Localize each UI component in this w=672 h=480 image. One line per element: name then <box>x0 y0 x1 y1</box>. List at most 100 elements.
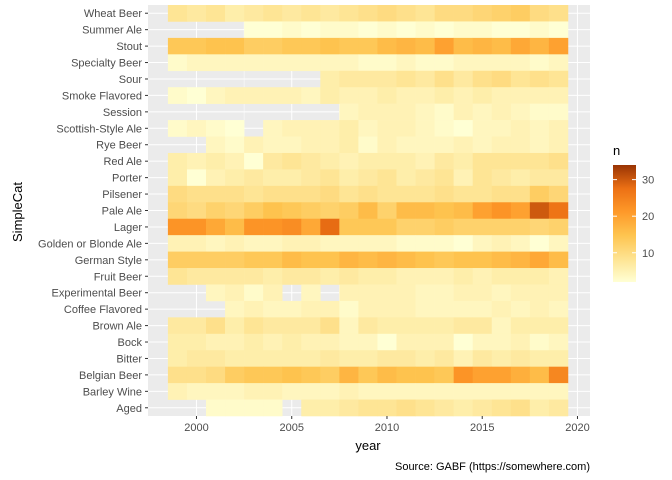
heatmap-cell: Summer Ale, 2007: 3 <box>320 21 340 39</box>
heatmap-cell: Sour, 2012: 7 <box>415 70 435 88</box>
heatmap-cell: Specialty Beer, 2002: 4 <box>225 54 245 72</box>
y-tick-label: Belgian Beer <box>79 370 142 382</box>
heatmap-cell: Pilsener, 2009: 9 <box>358 185 378 203</box>
heatmap-cell: Belgian Beer, 2001: 10 <box>206 366 226 384</box>
heatmap-cell: Brown Ale, 2018: 6 <box>529 317 550 335</box>
heatmap-cell: Belgian Beer, 2012: 15 <box>415 366 435 384</box>
heatmap-cell: German Style, 2004: 14 <box>263 251 283 269</box>
heatmap-cell: Wheat Beer, 2007: 7 <box>320 5 340 22</box>
heatmap-cell: Fruit Beer, 2011: 5 <box>396 268 416 285</box>
heatmap-cell: Red Ale, 2003: 2 <box>244 152 264 170</box>
heatmap-cell: Summer Ale, 2016: 2 <box>491 21 512 39</box>
heatmap-cell: Bock, 2000: 6 <box>186 333 207 351</box>
heatmap-cell: Sour, 2014: 7 <box>453 70 473 88</box>
heatmap-cell: Golden or Blonde Ale, 2012: 3 <box>415 235 435 252</box>
heatmap-cell: Brown Ale, 2016: 4 <box>491 317 512 335</box>
y-tick-label: Porter <box>112 173 142 185</box>
heatmap-cell: Session, 2019: 3 <box>548 103 569 121</box>
heatmap-cell: Lager, 2009: 14 <box>358 218 378 236</box>
heatmap-cell: Bitter, 2019: 6 <box>548 350 569 367</box>
heatmap-cell: Pale Ale, 2000: 10 <box>186 202 207 220</box>
heatmap-cell: Red Ale, 2013: 7 <box>434 152 454 170</box>
heatmap-cell: Barley Wine, 1999: 5 <box>167 383 188 400</box>
heatmap-cell: Red Ale, 2001: 6 <box>206 152 226 170</box>
heatmap-cell: Aged, 2002: 3 <box>225 399 245 417</box>
heatmap-cell: Coffee Flavored, 2013: 4 <box>434 300 454 318</box>
heatmap-cell: Pilsener, 2017: 9 <box>510 185 531 203</box>
heatmap-cell: Stout, 2013: 20 <box>434 37 454 55</box>
heatmap-cell: Specialty Beer, 2018: 3 <box>529 54 550 72</box>
heatmap-cell: Rye Beer, 2015: 4 <box>472 136 493 154</box>
heatmap-cell: Stout, 2005: 14 <box>282 37 302 55</box>
heatmap-cell: Bitter, 2001: 7 <box>206 350 226 367</box>
heatmap-cell: Lager, 2007: 28 <box>320 218 340 236</box>
heatmap-cell: Brown Ale, 2000: 7 <box>186 317 207 335</box>
heatmap-cell: Wheat Beer, 2008: 8 <box>339 5 359 22</box>
heatmap-cell: Lager, 2002: 16 <box>225 218 245 236</box>
heatmap-cell: Red Ale, 2017: 8 <box>510 152 531 170</box>
heatmap-cell: Barley Wine, 2009: 4 <box>358 383 378 400</box>
heatmap-cell: Golden or Blonde Ale, 2010: 4 <box>377 235 397 252</box>
heatmap-cell: Specialty Beer, 2010: 3 <box>377 54 397 72</box>
heatmap-cell: Experimental Beer, 2001: 4 <box>206 284 226 302</box>
heatmap-cell: Belgian Beer, 2006: 14 <box>301 366 321 384</box>
heatmap-cell: Lager, 2015: 12 <box>472 218 493 236</box>
heatmap-cell: Aged, 2012: 8 <box>415 399 435 417</box>
y-tick-label: Barley Wine <box>83 386 142 398</box>
heatmap-cell: Lager, 2003: 22 <box>244 218 264 236</box>
heatmap-cell: Barley Wine, 2016: 4 <box>491 383 512 400</box>
heatmap-cell: Bock, 2009: 4 <box>358 333 378 351</box>
heatmap-cell: Smoke Flavored, 2016: 5 <box>491 87 512 104</box>
heatmap-cell: Lager, 2018: 11 <box>529 218 550 236</box>
x-tick-label: 2010 <box>375 422 399 434</box>
heatmap-cell: Barley Wine, 2019: 4 <box>548 383 569 400</box>
legend: n 10 20 30 <box>613 143 654 282</box>
heatmap-cell: Wheat Beer, 2009: 9 <box>358 5 378 22</box>
heatmap-cell: Barley Wine, 2010: 4 <box>377 383 397 400</box>
heatmap-cell: Scottish-Style Ale, 2005: 5 <box>282 120 302 137</box>
x-tick-label: 2005 <box>279 422 303 434</box>
heatmap-cell: Golden or Blonde Ale, 2018: 2 <box>529 235 550 252</box>
heatmap-cell: Coffee Flavored, 2005: 4 <box>282 300 302 318</box>
heatmap-cell: Aged, 2003: 3 <box>244 399 264 417</box>
heatmap-cell: Red Ale, 2019: 9 <box>548 152 569 170</box>
heatmap-cell: Fruit Beer, 2004: 6 <box>263 268 283 285</box>
heatmap-cell: German Style, 2013: 14 <box>434 251 454 269</box>
heatmap-cell: Experimental Beer, 2008: 5 <box>339 284 359 302</box>
heatmap-cell: Smoke Flavored, 2003: 5 <box>244 87 264 104</box>
heatmap-cell: Coffee Flavored, 2019: 4 <box>548 300 569 318</box>
heatmap-cell: Golden or Blonde Ale, 2002: 5 <box>225 235 245 252</box>
heatmap-cell: Red Ale, 2005: 8 <box>282 152 302 170</box>
heatmap-cell: Rye Beer, 2007: 5 <box>320 136 340 154</box>
heatmap-cell: Brown Ale, 2012: 6 <box>415 317 435 335</box>
heatmap-cell: Bitter, 2009: 6 <box>358 350 378 367</box>
heatmap-cell: Bitter, 2014: 5 <box>453 350 473 367</box>
heatmap-cell: Rye Beer, 2011: 4 <box>396 136 416 154</box>
heatmap-cell: Barley Wine, 2015: 4 <box>472 383 493 400</box>
heatmap-cell: Golden or Blonde Ale, 2009: 4 <box>358 235 378 252</box>
heatmap-cell: Stout, 2001: 15 <box>206 37 226 55</box>
heatmap-cell: Coffee Flavored, 2009: 5 <box>358 300 378 318</box>
heatmap-cell: Experimental Beer, 2009: 5 <box>358 284 378 302</box>
heatmap-cell: Pilsener, 2003: 8 <box>244 185 264 203</box>
heatmap-cell: Sour, 2018: 9 <box>529 70 550 88</box>
heatmap-cell: Coffee Flavored, 2012: 4 <box>415 300 435 318</box>
heatmap-cell: Pale Ale, 2019: 27 <box>548 202 569 220</box>
heatmap-cell: Red Ale, 2009: 6 <box>358 152 378 170</box>
heatmap-cell: Belgian Beer, 2016: 20 <box>491 366 512 384</box>
heatmap-cell: Brown Ale, 2009: 7 <box>358 317 378 335</box>
heatmap-cell: Pilsener, 2005: 9 <box>282 185 302 203</box>
heatmap-cell: Brown Ale, 2006: 7 <box>301 317 321 335</box>
y-tick-label: Stout <box>116 41 142 53</box>
heatmap-cell: Golden or Blonde Ale, 2017: 4 <box>510 235 531 252</box>
heatmap-cell: Wheat Beer, 2010: 10 <box>377 5 397 22</box>
heatmap-cell: Porter, 2002: 6 <box>225 169 245 187</box>
heatmap-cell: Bitter, 2006: 6 <box>301 350 321 367</box>
heatmap-cell: Brown Ale, 2003: 8 <box>244 317 264 335</box>
heatmap-cell: Porter, 2011: 6 <box>396 169 416 187</box>
heatmap-cell: Pale Ale, 2002: 11 <box>225 202 245 220</box>
heatmap-cell: German Style, 2009: 16 <box>358 251 378 269</box>
heatmap-cell: Session, 2018: 3 <box>529 103 550 121</box>
heatmap-cell: Experimental Beer, 2006: 4 <box>301 284 321 302</box>
heatmap-cell: Aged, 2006: 6 <box>301 399 321 417</box>
